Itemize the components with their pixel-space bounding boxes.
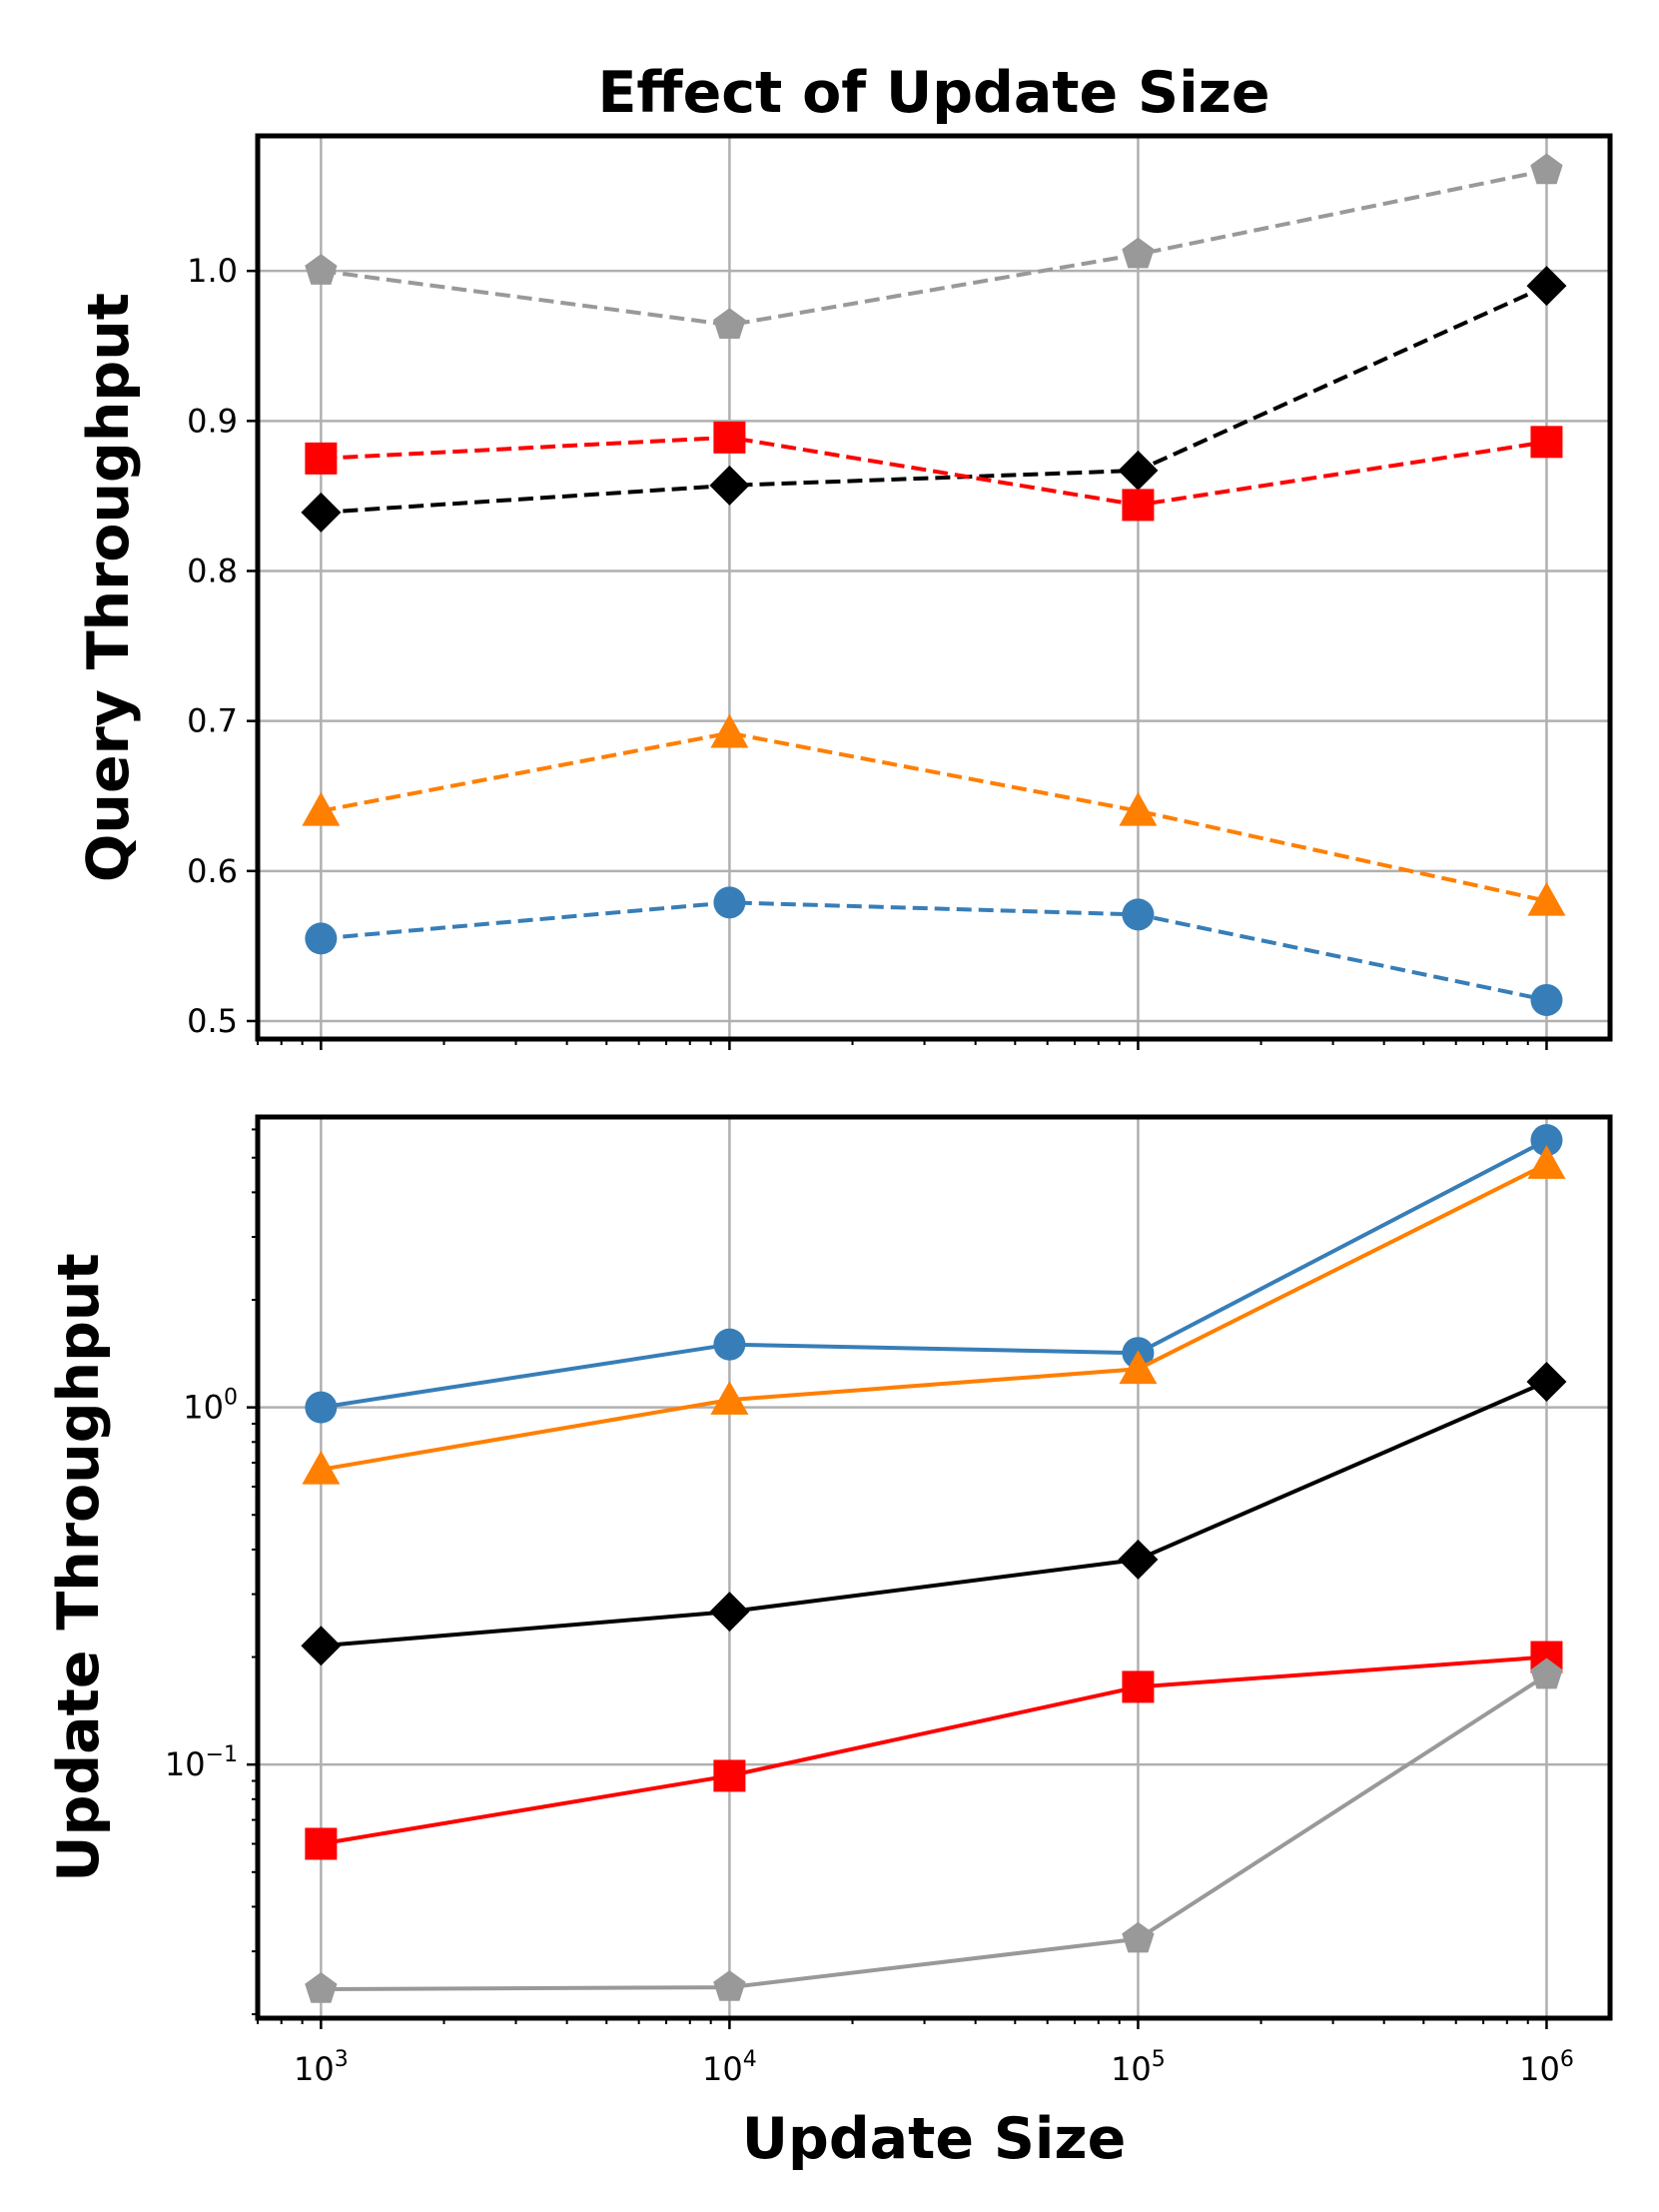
data-point-red-square (1122, 489, 1155, 522)
data-point-gray-pentagon (1530, 153, 1563, 185)
data-point-red-square (305, 442, 338, 475)
data-point-orange-triangle (710, 713, 749, 748)
data-point-blue-circle (305, 1391, 338, 1424)
top-ticks: 0.5 0.6 0.7 0.8 0.9 1.0 (187, 252, 1548, 1050)
data-point-gray-pentagon (305, 1972, 338, 2003)
series-black-diamond (301, 1361, 1567, 1666)
data-point-orange-triangle (1119, 1350, 1158, 1385)
data-point-black-diamond (301, 492, 342, 533)
y-tick-label: 0.6 (187, 852, 238, 890)
data-point-black-diamond (1526, 1361, 1567, 1402)
x-axis-label: Update Size (742, 2106, 1127, 2172)
data-point-black-diamond (709, 1592, 750, 1633)
data-point-orange-triangle (1527, 881, 1566, 916)
data-point-gray-pentagon (713, 1970, 746, 2001)
query-throughput-panel: 0.5 0.6 0.7 0.8 0.9 1.0 Query Throughput (76, 133, 1613, 1050)
top-series (301, 153, 1567, 1016)
series-gray-pentagon (305, 153, 1563, 339)
data-point-blue-circle (1530, 983, 1563, 1016)
series-line-orange-triangle (321, 730, 1547, 903)
series-line-red-square (321, 435, 1547, 508)
data-point-blue-circle (1530, 1124, 1563, 1157)
data-point-gray-pentagon (1122, 237, 1155, 269)
update-throughput-panel: 10−1 100 103 104 105 106 Update Throughput Up… (46, 1114, 1613, 2172)
y-tick-label: 10−1 (165, 1742, 238, 1783)
y-tick-label: 0.7 (187, 702, 238, 740)
series-blue-circle (305, 886, 1563, 1016)
data-point-orange-triangle (1527, 1145, 1566, 1179)
data-point-orange-triangle (710, 1381, 749, 1415)
bottom-axes-frame (255, 1114, 1613, 2021)
series-line-gray-pentagon (321, 1672, 1548, 1991)
top-y-axis-label: Query Throughput (76, 293, 142, 882)
x-tick-label: 106 (1519, 2047, 1574, 2088)
data-point-red-square (1122, 1670, 1155, 1703)
data-point-red-square (1530, 426, 1563, 459)
series-line-black-diamond (321, 1380, 1548, 1649)
series-gray-pentagon (305, 1658, 1563, 2003)
x-tick-label: 104 (702, 2047, 757, 2088)
x-tick-label: 103 (294, 2047, 349, 2088)
data-point-gray-pentagon (1530, 1658, 1563, 1689)
bottom-ticks: 10−1 100 103 104 105 106 (165, 1128, 1574, 2088)
series-line-blue-circle (321, 900, 1547, 1002)
series-orange-triangle (302, 1145, 1566, 1485)
y-tick-label: 0.9 (187, 402, 238, 440)
top-grid (258, 136, 1610, 1039)
data-point-red-square (713, 1759, 746, 1792)
x-tick-label: 105 (1111, 2047, 1166, 2088)
data-point-blue-circle (305, 922, 338, 955)
data-point-black-diamond (1118, 450, 1159, 491)
bottom-grid (258, 1117, 1610, 2018)
bottom-y-axis-label: Update Throughput (46, 1253, 112, 1881)
series-line-black-diamond (321, 284, 1548, 515)
data-point-black-diamond (1526, 266, 1567, 307)
data-point-blue-circle (713, 1328, 746, 1361)
series-line-gray-pentagon (321, 168, 1547, 328)
data-point-orange-triangle (302, 791, 341, 826)
data-point-orange-triangle (302, 1450, 341, 1485)
data-point-red-square (305, 1827, 338, 1860)
series-black-diamond (301, 266, 1567, 533)
data-point-black-diamond (301, 1626, 342, 1666)
data-point-blue-circle (713, 886, 746, 919)
top-axes-frame (255, 133, 1613, 1042)
data-point-red-square (713, 421, 746, 454)
y-tick-label: 0.8 (187, 552, 238, 589)
chart-title: Effect of Update Size (598, 60, 1270, 126)
series-line-red-square (321, 1655, 1547, 1846)
series-line-blue-circle (321, 1138, 1548, 1410)
bottom-series (301, 1124, 1567, 2003)
data-point-gray-pentagon (1122, 1921, 1155, 1953)
data-point-gray-pentagon (305, 254, 338, 285)
data-point-blue-circle (1122, 898, 1155, 931)
series-red-square (305, 421, 1563, 522)
data-point-orange-triangle (1119, 791, 1158, 826)
series-line-orange-triangle (321, 1162, 1548, 1472)
y-tick-label: 0.5 (187, 1002, 238, 1040)
series-orange-triangle (302, 713, 1566, 916)
data-point-black-diamond (709, 465, 750, 506)
y-tick-label: 100 (183, 1386, 238, 1427)
y-tick-label: 1.0 (187, 252, 238, 290)
data-point-gray-pentagon (713, 308, 746, 339)
data-point-black-diamond (1118, 1539, 1159, 1580)
